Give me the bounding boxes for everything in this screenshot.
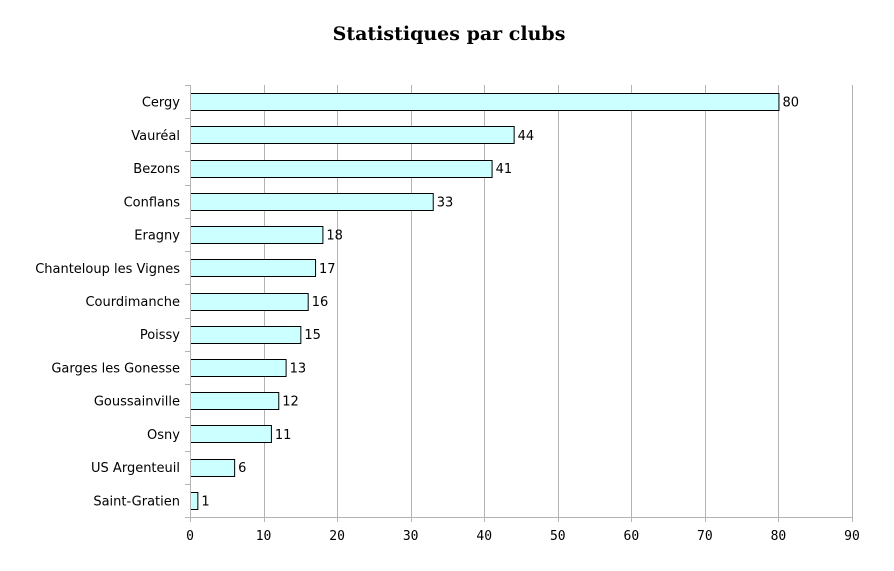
category-label: Cergy [142,96,180,111]
bar [190,126,515,144]
category-label: US Argenteuil [91,461,180,476]
x-tick-label: 80 [771,529,787,544]
bar [190,359,287,377]
bar [190,259,317,277]
value-label: 13 [290,361,307,376]
grid-lines [264,85,853,517]
x-tick-label: 20 [329,529,345,544]
value-label: 12 [282,395,299,410]
bar [190,326,302,344]
category-label: Garges les Gonesse [51,361,180,376]
category-label: Chanteloup les Vignes [35,262,180,277]
x-tick-label: 50 [550,529,566,544]
value-label: 18 [326,229,343,244]
bar [190,293,309,311]
value-label: 41 [496,162,513,177]
bar [190,193,434,211]
category-label: Vauréal [131,129,180,144]
category-label: Conflans [124,195,181,210]
x-tick-label: 70 [697,529,713,544]
x-tick-label: 30 [403,529,419,544]
value-label: 6 [238,461,246,476]
category-label: Saint-Gratien [93,494,180,509]
x-tick-label: 10 [256,529,272,544]
bar [190,459,236,477]
bar [190,492,199,510]
value-label: 44 [518,129,535,144]
value-label: 80 [782,96,799,111]
category-label: Courdimanche [85,295,180,310]
chart-title: Statistiques par clubs [333,23,566,45]
category-label: Eragny [134,229,180,244]
bar [190,226,324,244]
bar [190,425,272,443]
value-label: 1 [201,494,209,509]
category-label: Bezons [133,162,180,177]
bar [190,93,780,111]
value-label: 16 [312,295,329,310]
value-label: 33 [437,195,454,210]
category-label: Poissy [140,328,180,343]
x-tick-label: 40 [476,529,492,544]
axes: 0 10 20 30 40 50 60 70 80 90 Cergy 80 Vauréal 44 Bezon… [35,85,860,544]
x-tick-label: 0 [186,529,194,544]
category-label: Osny [147,428,180,443]
value-label: 11 [275,428,292,443]
bar [190,160,493,178]
value-label: 15 [304,328,321,343]
bar [190,392,280,410]
category-label: Goussainville [94,395,180,410]
x-tick-label: 90 [844,529,860,544]
x-tick-label: 60 [624,529,640,544]
value-label: 17 [319,262,336,277]
